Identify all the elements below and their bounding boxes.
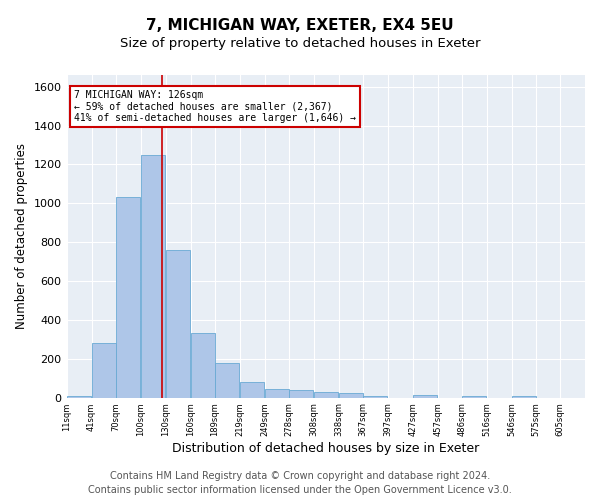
- Bar: [363, 396, 387, 398]
- Bar: [191, 334, 215, 398]
- Bar: [239, 382, 264, 398]
- Bar: [462, 396, 486, 398]
- Text: Size of property relative to detached houses in Exeter: Size of property relative to detached ho…: [120, 38, 480, 51]
- Bar: [314, 392, 338, 398]
- Bar: [67, 396, 91, 398]
- Bar: [116, 198, 140, 398]
- Bar: [338, 394, 363, 398]
- Bar: [166, 250, 190, 398]
- Text: Contains HM Land Registry data © Crown copyright and database right 2024.: Contains HM Land Registry data © Crown c…: [110, 471, 490, 481]
- Bar: [92, 343, 116, 398]
- Text: 7, MICHIGAN WAY, EXETER, EX4 5EU: 7, MICHIGAN WAY, EXETER, EX4 5EU: [146, 18, 454, 32]
- Bar: [289, 390, 313, 398]
- Bar: [265, 389, 289, 398]
- X-axis label: Distribution of detached houses by size in Exeter: Distribution of detached houses by size …: [172, 442, 479, 455]
- Bar: [215, 362, 239, 398]
- Bar: [512, 396, 536, 398]
- Bar: [413, 394, 437, 398]
- Text: Contains public sector information licensed under the Open Government Licence v3: Contains public sector information licen…: [88, 485, 512, 495]
- Text: 7 MICHIGAN WAY: 126sqm
← 59% of detached houses are smaller (2,367)
41% of semi-: 7 MICHIGAN WAY: 126sqm ← 59% of detached…: [74, 90, 356, 122]
- Bar: [140, 154, 165, 398]
- Y-axis label: Number of detached properties: Number of detached properties: [15, 144, 28, 330]
